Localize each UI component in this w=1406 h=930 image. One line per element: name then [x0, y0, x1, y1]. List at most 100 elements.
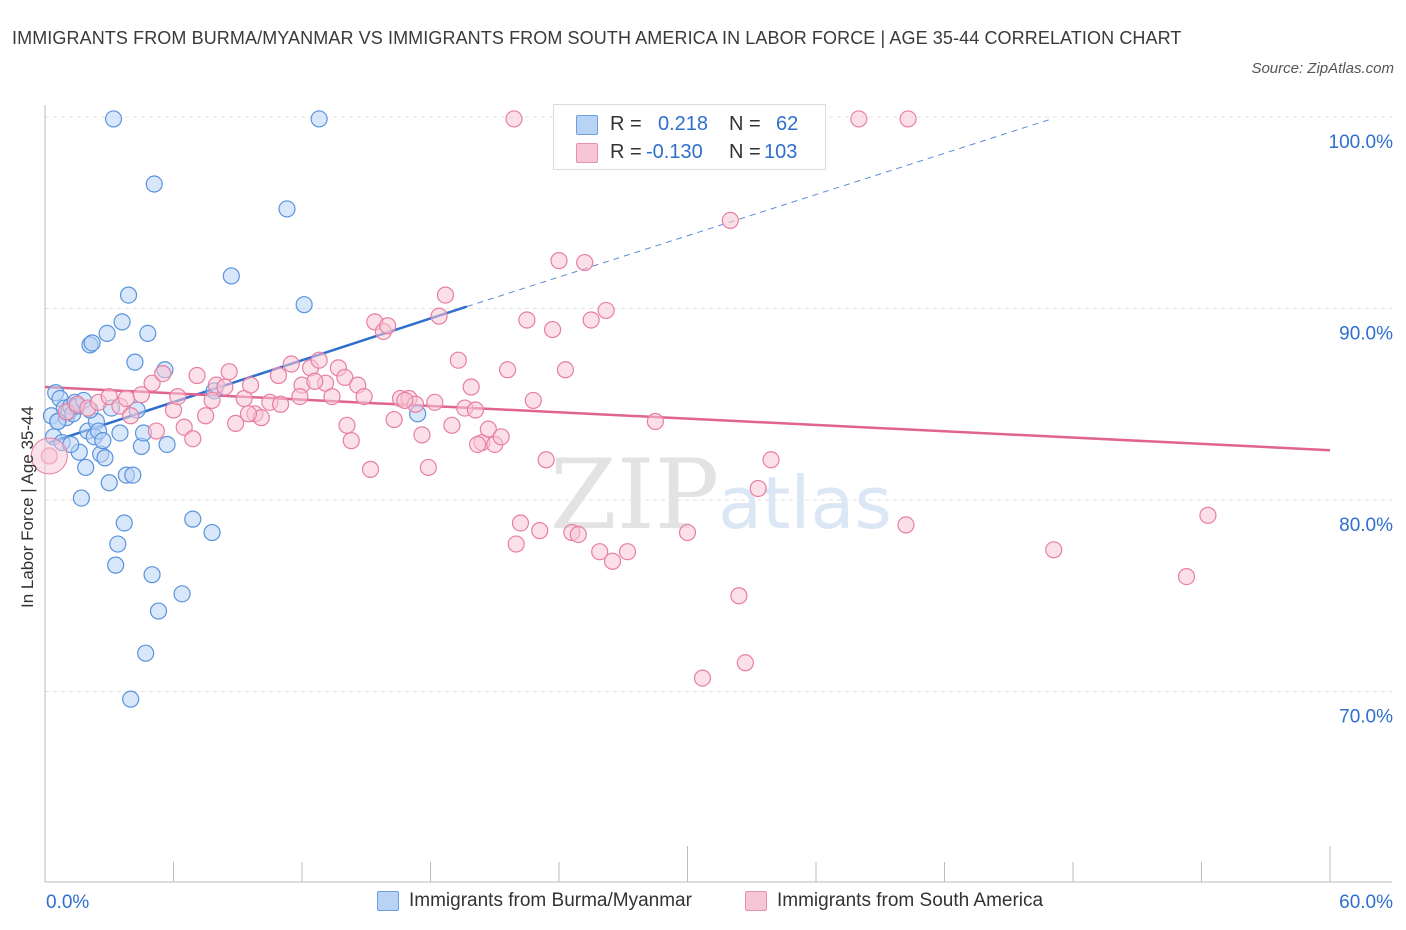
- point-burma: [104, 110, 123, 128]
- chart-title: IMMIGRANTS FROM BURMA/MYANMAR VS IMMIGRA…: [12, 28, 1182, 48]
- x-tick-labels: 0.0% 60.0%: [46, 892, 1393, 913]
- point-south-america: [556, 361, 575, 379]
- y-tick-labels: 70.0% 80.0% 90.0% 100.0%: [1329, 132, 1394, 728]
- point-south-america: [492, 428, 510, 446]
- point-burma: [184, 510, 202, 528]
- point-south-america: [449, 351, 467, 369]
- point-south-america: [379, 317, 397, 335]
- point-burma: [222, 267, 240, 285]
- point-south-america: [436, 286, 455, 304]
- point-south-america: [143, 374, 161, 392]
- point-south-america: [507, 535, 525, 553]
- point-south-america: [678, 523, 697, 542]
- point-south-america: [762, 451, 780, 469]
- point-south-america: [693, 669, 712, 687]
- x-tick-label: 0.0%: [46, 892, 89, 913]
- point-south-america: [338, 416, 356, 434]
- point-south-america: [443, 416, 461, 434]
- series-swatch-south-america: [745, 891, 767, 911]
- point-south-america: [897, 516, 915, 534]
- point-south-america: [227, 414, 245, 432]
- legend-r-value: -0.130: [646, 141, 703, 163]
- legend-r-label: R =: [610, 113, 642, 135]
- point-south-america: [1045, 541, 1063, 559]
- point-burma: [77, 458, 95, 477]
- point-burma: [310, 110, 328, 128]
- point-burma: [143, 566, 161, 584]
- point-south-america: [899, 110, 917, 128]
- point-south-america: [736, 654, 754, 672]
- axes: [44, 105, 1392, 883]
- point-burma: [113, 313, 131, 331]
- point-south-america: [216, 378, 234, 396]
- point-south-america: [646, 412, 664, 431]
- point-burma: [98, 324, 116, 342]
- point-south-america: [220, 363, 238, 381]
- point-south-america: [122, 407, 140, 425]
- point-burma: [124, 466, 142, 484]
- watermark-atlas: atlas: [718, 461, 892, 545]
- point-south-america: [569, 525, 587, 544]
- point-burma: [119, 286, 138, 304]
- point-south-america: [505, 110, 523, 128]
- point-south-america: [543, 320, 562, 339]
- point-south-america: [239, 405, 258, 423]
- point-south-america: [242, 376, 260, 394]
- point-south-america: [469, 435, 487, 454]
- point-south-america: [531, 522, 549, 540]
- point-burma: [278, 200, 296, 218]
- point-south-america: [132, 386, 150, 404]
- point-burma: [173, 585, 191, 603]
- legend-swatch-burma: [576, 115, 598, 135]
- point-south-america: [361, 460, 380, 478]
- point-south-america: [271, 395, 290, 413]
- point-south-america: [342, 432, 360, 450]
- point-south-america: [30, 437, 68, 475]
- y-tick-label: 70.0%: [1339, 707, 1393, 728]
- point-burma: [122, 690, 140, 708]
- point-burma: [111, 424, 129, 442]
- y-axis-label: In Labor Force | Age 35-44: [18, 406, 37, 608]
- point-south-america: [537, 451, 555, 469]
- point-south-america: [269, 366, 288, 385]
- point-burma: [203, 523, 221, 542]
- point-south-america: [396, 391, 414, 410]
- point-south-america: [385, 410, 403, 429]
- trend-lines: [44, 118, 1331, 452]
- legend-n-value: 62: [776, 113, 799, 135]
- point-burma: [126, 353, 144, 371]
- point-south-america: [749, 479, 767, 498]
- point-south-america: [499, 361, 517, 379]
- series-label-south-america: Immigrants from South America: [777, 890, 1044, 911]
- x-tick-label: 60.0%: [1339, 892, 1393, 913]
- point-south-america: [419, 458, 437, 477]
- correlation-legend: R = 0.218 N = 62 R = -0.130 N = 103: [553, 104, 826, 170]
- point-south-america: [117, 389, 135, 408]
- point-south-america: [100, 387, 118, 406]
- point-south-america: [336, 368, 354, 387]
- point-south-america: [323, 387, 341, 406]
- point-south-america: [306, 372, 324, 390]
- point-south-america: [618, 543, 637, 561]
- legend-n-label: N =: [729, 113, 761, 135]
- point-south-america: [479, 420, 497, 438]
- point-south-america: [197, 407, 215, 425]
- point-burma: [149, 602, 168, 620]
- source-label: Source: ZipAtlas.com: [1251, 60, 1394, 77]
- point-burma: [72, 489, 91, 507]
- legend-r-label: R =: [610, 141, 642, 163]
- point-burma: [83, 334, 101, 352]
- legend-r-value: 0.218: [658, 113, 709, 135]
- point-south-america: [426, 393, 444, 411]
- point-south-america: [603, 552, 622, 570]
- point-south-america: [730, 587, 748, 605]
- point-burma: [109, 535, 127, 553]
- point-burma: [96, 449, 114, 467]
- trend-line-south-america: [44, 385, 1331, 452]
- point-south-america: [169, 387, 187, 406]
- point-south-america: [355, 387, 373, 406]
- point-burma: [139, 324, 157, 342]
- point-south-america: [850, 110, 868, 128]
